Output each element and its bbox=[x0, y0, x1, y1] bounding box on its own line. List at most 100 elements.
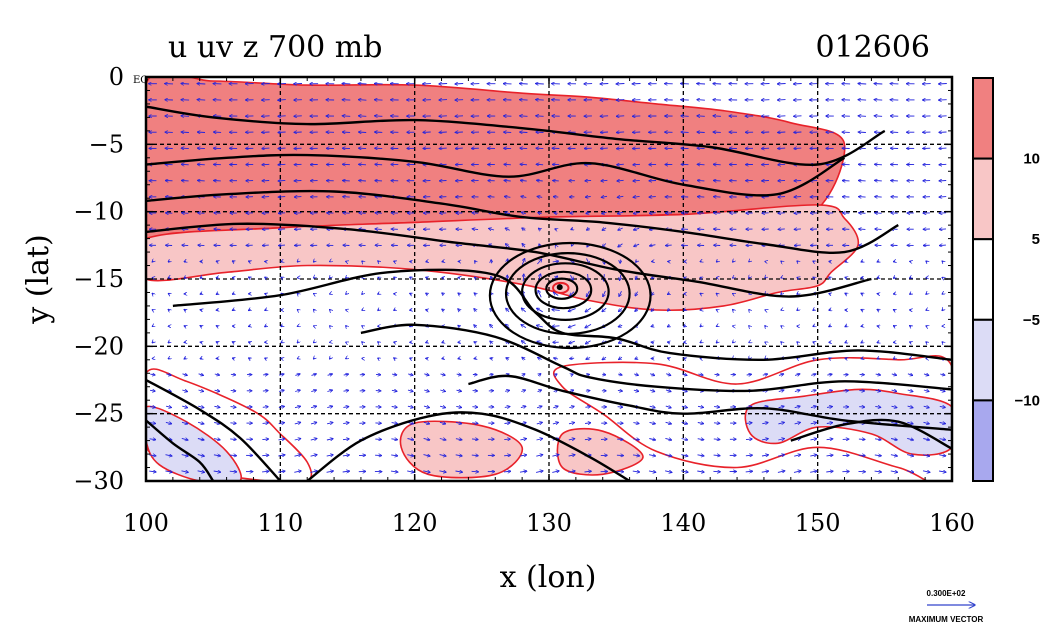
wind-vector-806 bbox=[248, 342, 250, 343]
vector-reference-label: MAXIMUM VECTOR bbox=[909, 615, 984, 624]
wind-vector-1175 bbox=[552, 455, 559, 457]
y-tick-label-4: −20 bbox=[73, 332, 124, 360]
wind-vector-364 bbox=[375, 197, 383, 198]
wind-vector-703 bbox=[200, 310, 202, 311]
wind-vector-732 bbox=[667, 309, 669, 311]
wind-vector-1109 bbox=[294, 439, 301, 441]
wind-vector-344 bbox=[858, 180, 866, 181]
wind-vector-728 bbox=[602, 307, 607, 312]
wind-vector-657 bbox=[265, 294, 267, 295]
wind-vector-440 bbox=[794, 213, 802, 214]
wind-vector-252 bbox=[181, 164, 189, 165]
wind-vector-798 bbox=[926, 326, 927, 327]
wind-vector-1139 bbox=[778, 439, 784, 441]
wind-vector-1080 bbox=[633, 423, 639, 424]
wind-vector-202 bbox=[181, 148, 189, 149]
wind-vector-324 bbox=[537, 180, 543, 181]
wind-vector-1097 bbox=[907, 422, 913, 424]
wind-vector-208 bbox=[278, 148, 286, 149]
colorbar-label-1: 5 bbox=[1032, 231, 1040, 248]
wind-vector-655 bbox=[232, 293, 234, 294]
wind-vector-966 bbox=[407, 390, 413, 391]
wind-vector-862 bbox=[346, 358, 347, 359]
wind-vector-514 bbox=[375, 245, 382, 246]
wind-vector-223 bbox=[520, 148, 528, 149]
wind-vector-330 bbox=[633, 180, 640, 181]
wind-vector-584 bbox=[700, 261, 702, 262]
wind-vector-726 bbox=[568, 308, 576, 312]
wind-vector-1055 bbox=[230, 423, 236, 424]
wind-vector-1081 bbox=[649, 422, 656, 423]
wind-vector-759 bbox=[297, 326, 298, 327]
wind-vector-502 bbox=[182, 245, 189, 246]
wind-vector-1230 bbox=[632, 471, 640, 472]
wind-vector-531 bbox=[649, 245, 656, 246]
wind-vector-1235 bbox=[713, 471, 720, 472]
wind-vector-1075 bbox=[552, 422, 559, 424]
wind-vector-668 bbox=[442, 293, 444, 295]
wind-vector-28 bbox=[600, 84, 609, 85]
wind-vector-919 bbox=[456, 374, 462, 375]
wind-vector-1209 bbox=[294, 471, 301, 473]
wind-vector-812 bbox=[346, 342, 347, 343]
wind-vector-753 bbox=[200, 326, 202, 327]
wind-vector-843 bbox=[845, 342, 847, 343]
colorbar-bin-2 bbox=[972, 238, 994, 321]
wind-vector-636 bbox=[733, 277, 734, 278]
wind-vector-977 bbox=[585, 391, 590, 392]
wind-vector-1169 bbox=[455, 455, 463, 456]
wind-vector-1117 bbox=[423, 438, 430, 440]
y-tick-label-2: −10 bbox=[73, 198, 124, 226]
wind-vector-851 bbox=[168, 358, 170, 359]
wind-vector-1131 bbox=[649, 439, 655, 441]
wind-vector-1173 bbox=[520, 455, 527, 456]
wind-vector-1112 bbox=[342, 439, 349, 440]
wind-vector-1082 bbox=[665, 422, 672, 424]
wind-vector-896 bbox=[893, 358, 895, 359]
wind-vector-1085 bbox=[713, 423, 720, 424]
wind-vector-1065 bbox=[391, 423, 398, 424]
wind-vector-1031 bbox=[649, 406, 656, 408]
wind-vector-403 bbox=[198, 213, 205, 214]
wind-vector-113 bbox=[358, 116, 367, 117]
wind-vector-1026 bbox=[569, 406, 574, 407]
wind-vector-1048 bbox=[923, 406, 930, 408]
wind-vector-423 bbox=[521, 212, 526, 214]
wind-vector-891 bbox=[813, 358, 815, 359]
wind-vector-729 bbox=[618, 308, 623, 311]
wind-vector-63 bbox=[358, 100, 367, 101]
wind-vector-1008 bbox=[278, 406, 285, 407]
wind-vector-1029 bbox=[617, 407, 623, 408]
wind-vector-1120 bbox=[471, 439, 478, 440]
wind-vector-585 bbox=[716, 261, 717, 262]
wind-vector-1000 bbox=[149, 407, 156, 408]
wind-vector-1119 bbox=[455, 439, 462, 440]
x-tick-label-5: 150 bbox=[795, 509, 841, 537]
wind-vector-933 bbox=[682, 374, 687, 376]
height-contour-0 bbox=[146, 105, 886, 166]
wind-vector-1192 bbox=[826, 455, 834, 456]
wind-vector-848 bbox=[926, 342, 927, 343]
wind-vector-424 bbox=[538, 212, 542, 213]
wind-vector-705 bbox=[232, 309, 234, 310]
wind-vector-24 bbox=[535, 84, 544, 85]
wind-vector-999 bbox=[939, 390, 945, 391]
wind-vector-219 bbox=[455, 148, 463, 149]
wind-vector-602 bbox=[184, 277, 186, 278]
wind-vector-522 bbox=[505, 244, 510, 248]
wind-vector-73 bbox=[519, 100, 528, 101]
wind-vector-560 bbox=[313, 261, 314, 262]
wind-vector-698 bbox=[926, 293, 927, 294]
wind-vector-49 bbox=[938, 84, 947, 85]
wind-vector-363 bbox=[359, 197, 366, 198]
wind-vector-174 bbox=[536, 132, 544, 133]
wind-vector-1187 bbox=[745, 455, 753, 456]
wind-vector-651 bbox=[168, 293, 170, 294]
low-ring-0 bbox=[552, 281, 570, 294]
wind-vector-207 bbox=[262, 148, 270, 149]
wind-vector-1219 bbox=[455, 471, 463, 472]
y-axis: 0 −5 −10 −15 −20 −25 −30 bbox=[73, 63, 952, 495]
wind-vector-163 bbox=[358, 132, 367, 133]
wind-vector-1092 bbox=[826, 423, 833, 424]
wind-vector-427 bbox=[586, 212, 591, 213]
